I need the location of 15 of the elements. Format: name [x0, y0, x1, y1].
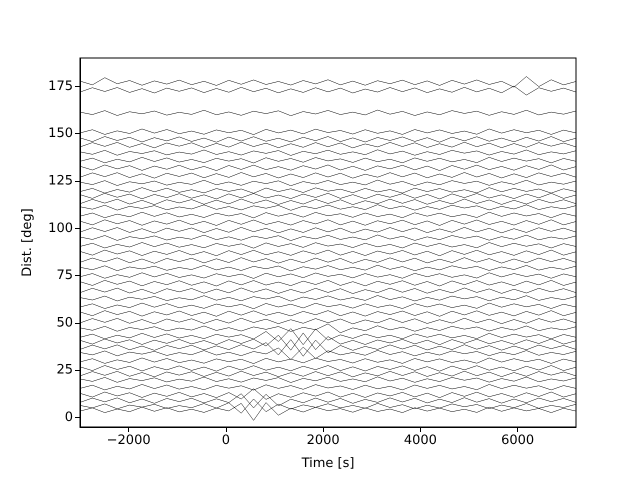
y-tick-label: 175	[48, 78, 73, 94]
y-tick-label: 100	[48, 220, 73, 236]
x-tick-label: 2000	[306, 433, 340, 448]
x-tick-label: −2000	[106, 433, 151, 448]
y-tick-label: 150	[48, 126, 73, 142]
x-tick-label: 4000	[404, 433, 437, 448]
x-tick-label: 0	[222, 433, 230, 448]
y-axis-title: Dist. [deg]	[20, 208, 35, 277]
y-tick-label: 50	[56, 315, 73, 330]
y-tick-label: 125	[48, 174, 73, 188]
x-axis-title: Time [s]	[300, 456, 354, 471]
x-tick-label: 6000	[501, 433, 534, 448]
y-tick-label: 25	[56, 362, 73, 378]
y-tick-label: 0	[64, 410, 73, 426]
y-tick-label: 75	[56, 268, 73, 284]
